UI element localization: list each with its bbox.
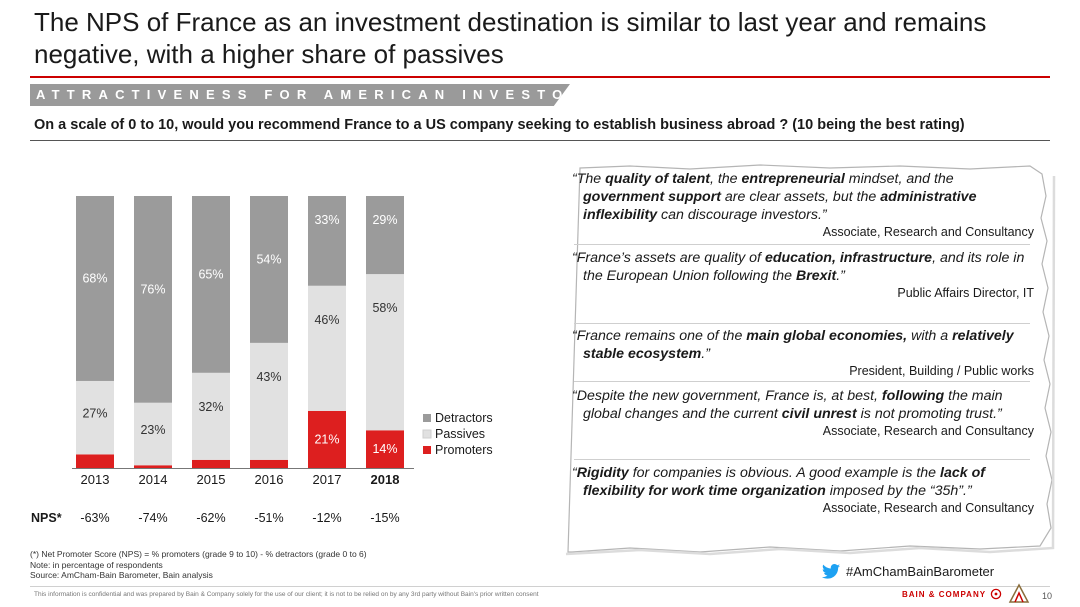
quote-2: “France’s assets are quality of educatio… — [572, 249, 1034, 301]
label-passives-2016: 43% — [256, 370, 281, 384]
legend-label-detractors: Detractors — [435, 411, 493, 425]
footnote-source: Source: AmCham-Bain Barometer, Bain anal… — [30, 570, 213, 580]
label-passives-2018: 58% — [372, 301, 397, 315]
amcham-logo-icon — [1008, 583, 1030, 603]
bar-promoters-2018 — [366, 430, 404, 468]
footnote-nps-definition: (*) Net Promoter Score (NPS) = % promote… — [30, 549, 367, 559]
nps-value-2014: -74% — [138, 511, 168, 525]
nps-label: NPS* — [31, 511, 62, 525]
section-banner: ATTRACTIVENESS FOR AMERICAN INVESTORS — [30, 84, 570, 106]
nps-value-2017: -12% — [312, 511, 342, 525]
quote-author: Associate, Research and Consultancy — [822, 501, 1034, 515]
quote-separator — [574, 244, 1030, 245]
x-tick-2015: 2015 — [197, 472, 226, 487]
bar-detractors-2014 — [134, 196, 172, 403]
quotes-panel — [565, 164, 1056, 556]
bar-passives-2013 — [76, 380, 114, 455]
quote-separator — [574, 381, 1030, 382]
page-title: The NPS of France as an investment desti… — [34, 7, 987, 69]
label-passives-2015: 32% — [198, 400, 223, 414]
x-tick-2017: 2017 — [313, 472, 342, 487]
bar-promoters-2016 — [250, 459, 288, 468]
nps-value-2016: -51% — [254, 511, 284, 525]
quote-text: “France’s assets are quality of educatio… — [572, 250, 1025, 284]
question-divider — [30, 140, 1050, 141]
bar-detractors-2015 — [192, 196, 230, 373]
legend-label-passives: Passives — [435, 427, 485, 441]
bar-passives-2015 — [192, 372, 230, 460]
quote-author: Associate, Research and Consultancy — [822, 225, 1034, 239]
bar-passives-2016 — [250, 342, 288, 460]
footnote-note: Note: in percentage of respondents — [30, 559, 163, 570]
label-passives-2013: 27% — [82, 407, 107, 421]
x-tick-2013: 2013 — [81, 472, 110, 487]
twitter-hashtag[interactable]: #AmChamBainBarometer — [822, 564, 994, 579]
nps-value-2013: -63% — [80, 511, 110, 525]
legend-swatch-passives — [422, 429, 432, 439]
x-tick-2014: 2014 — [139, 472, 168, 487]
title-divider — [30, 76, 1050, 78]
label-promoters-2017: 21% — [314, 432, 339, 446]
bar-detractors-2017 — [308, 196, 346, 286]
label-detractors-2018: 29% — [372, 213, 397, 227]
quote-author: President, Building / Public works — [849, 364, 1034, 378]
bar-passives-2014 — [134, 402, 172, 466]
label-detractors-2015: 65% — [198, 267, 223, 281]
bar-promoters-2014 — [134, 465, 172, 468]
confidentiality-disclaimer: This information is confidential and was… — [34, 591, 539, 598]
bar-detractors-2013 — [76, 196, 114, 381]
label-detractors-2014: 76% — [140, 282, 165, 296]
quote-separator — [574, 459, 1030, 460]
x-tick-2018: 2018 — [371, 472, 400, 487]
quote-text: “Rigidity for companies is obvious. A go… — [572, 465, 985, 499]
bar-passives-2018 — [366, 274, 404, 431]
quote-text: “Despite the new government, France is, … — [572, 388, 1003, 422]
nps-value-2018: -15% — [370, 511, 400, 525]
bar-promoters-2015 — [192, 459, 230, 468]
quote-4: “Despite the new government, France is, … — [572, 387, 1034, 439]
quote-text: “The quality of talent, the entrepreneur… — [572, 171, 977, 223]
quote-text: “France remains one of the main global e… — [572, 328, 1014, 362]
section-banner-label: ATTRACTIVENESS FOR AMERICAN INVESTORS — [36, 87, 602, 102]
bar-promoters-2013 — [76, 454, 114, 468]
bar-detractors-2016 — [250, 196, 288, 343]
quote-author: Associate, Research and Consultancy — [822, 424, 1034, 438]
hashtag-text: #AmChamBainBarometer — [846, 564, 995, 579]
label-detractors-2016: 54% — [256, 252, 281, 266]
nps-value-2015: -62% — [196, 511, 226, 525]
legend-swatch-promoters — [423, 446, 431, 454]
twitter-bird-icon — [822, 564, 840, 579]
footnotes: (*) Net Promoter Score (NPS) = % promote… — [30, 549, 367, 581]
survey-question: On a scale of 0 to 10, would you recomme… — [34, 117, 965, 133]
brand-name: BAIN & COMPANY — [902, 590, 987, 599]
label-passives-2014: 23% — [140, 423, 165, 437]
quote-author: Public Affairs Director, IT — [897, 286, 1034, 300]
quote-1: “The quality of talent, the entrepreneur… — [572, 170, 1034, 240]
x-tick-2016: 2016 — [255, 472, 284, 487]
quote-5: “Rigidity for companies is obvious. A go… — [572, 464, 1034, 516]
legend-swatch-detractors — [423, 414, 431, 422]
label-detractors-2013: 68% — [82, 271, 107, 285]
legend-label-promoters: Promoters — [435, 443, 493, 457]
label-detractors-2017: 33% — [314, 213, 339, 227]
bar-promoters-2017 — [308, 410, 346, 468]
quote-separator — [574, 323, 1030, 324]
quote-3: “France remains one of the main global e… — [572, 327, 1034, 379]
stacked-bar-chart: 5%27%68%20131%23%76%20143%32%65%20153%43… — [72, 196, 493, 487]
bar-detractors-2018 — [366, 196, 404, 275]
label-promoters-2018: 14% — [372, 442, 397, 456]
bain-logo-icon — [990, 588, 1002, 600]
page-number: 10 — [1042, 591, 1053, 601]
bar-passives-2017 — [308, 285, 346, 411]
footer-divider — [30, 586, 1050, 587]
label-passives-2017: 46% — [314, 313, 339, 327]
